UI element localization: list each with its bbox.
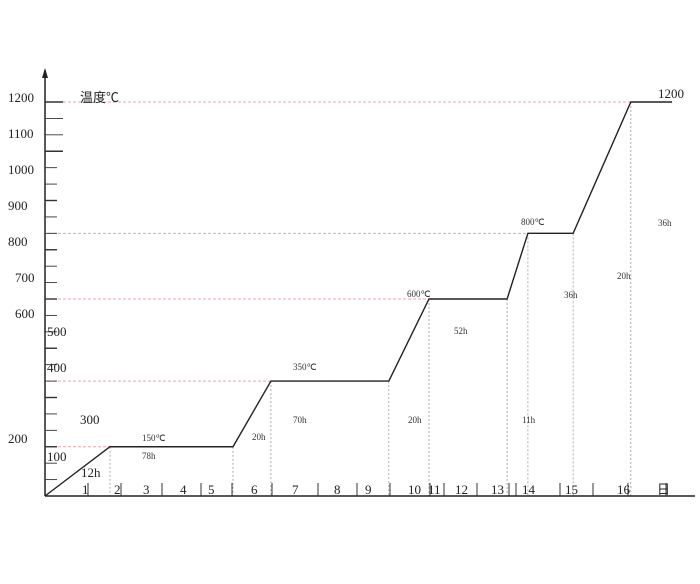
x-tick-label: 11 bbox=[428, 482, 441, 497]
y-tick-label: 100 bbox=[47, 449, 67, 464]
y-tick-label: 700 bbox=[15, 270, 35, 285]
x-tick-label: 14 bbox=[522, 482, 536, 497]
x-tick-label: 12 bbox=[455, 482, 468, 497]
x-tick-label: 16 bbox=[617, 482, 631, 497]
y-tick-label: 800 bbox=[8, 234, 28, 249]
y-tick-label: 1200 bbox=[8, 90, 34, 105]
x-tick-label: 15 bbox=[565, 482, 578, 497]
x-tick-label: 3 bbox=[143, 482, 150, 497]
annotation-h36b: 36h bbox=[658, 218, 672, 228]
y-tick-label: 900 bbox=[8, 198, 28, 213]
annotation-h70: 70h bbox=[293, 415, 307, 425]
y-axis-arrow-icon bbox=[42, 68, 48, 78]
x-tick-label: 6 bbox=[251, 482, 258, 497]
y-axis-title: 温度℃ bbox=[80, 90, 119, 105]
annotation-h11: 11h bbox=[522, 415, 536, 425]
annotation-h78: 78h bbox=[142, 451, 156, 461]
x-tick-label: 日 bbox=[657, 482, 670, 497]
annotation-h12: 12h bbox=[81, 465, 101, 480]
annotation-h20c: 20h bbox=[617, 271, 631, 281]
x-tick-label: 8 bbox=[334, 482, 341, 497]
x-tick-label: 10 bbox=[408, 482, 421, 497]
annotation-t1200: 1200 bbox=[658, 86, 684, 101]
x-tick-label: 2 bbox=[114, 482, 121, 497]
x-tick-label: 7 bbox=[292, 482, 299, 497]
x-tick-label: 9 bbox=[365, 482, 372, 497]
y-tick-label: 1000 bbox=[8, 162, 34, 177]
x-tick-label: 5 bbox=[208, 482, 215, 497]
x-tick-label: 13 bbox=[491, 482, 504, 497]
annotation-h20a: 20h bbox=[252, 432, 266, 442]
y-tick-label: 400 bbox=[47, 360, 67, 375]
temperature-curve bbox=[44, 101, 673, 497]
y-tick-label: 300 bbox=[80, 412, 100, 427]
y-tick-label: 200 bbox=[8, 431, 28, 446]
annotation-t350: 350℃ bbox=[293, 362, 317, 372]
x-tick-label: 1 bbox=[82, 482, 89, 497]
y-tick-label: 500 bbox=[47, 324, 67, 339]
y-tick-label: 1100 bbox=[8, 126, 34, 141]
annotation-h36a: 36h bbox=[564, 290, 578, 300]
annotation-h20b: 20h bbox=[408, 415, 422, 425]
y-tick-label: 600 bbox=[15, 306, 35, 321]
annotation-t600: 600℃ bbox=[407, 289, 431, 299]
annotation-h52: 52h bbox=[454, 326, 468, 336]
annotation-t150: 150℃ bbox=[142, 433, 166, 443]
x-tick-label: 4 bbox=[180, 482, 187, 497]
annotation-t800: 800℃ bbox=[521, 217, 545, 227]
